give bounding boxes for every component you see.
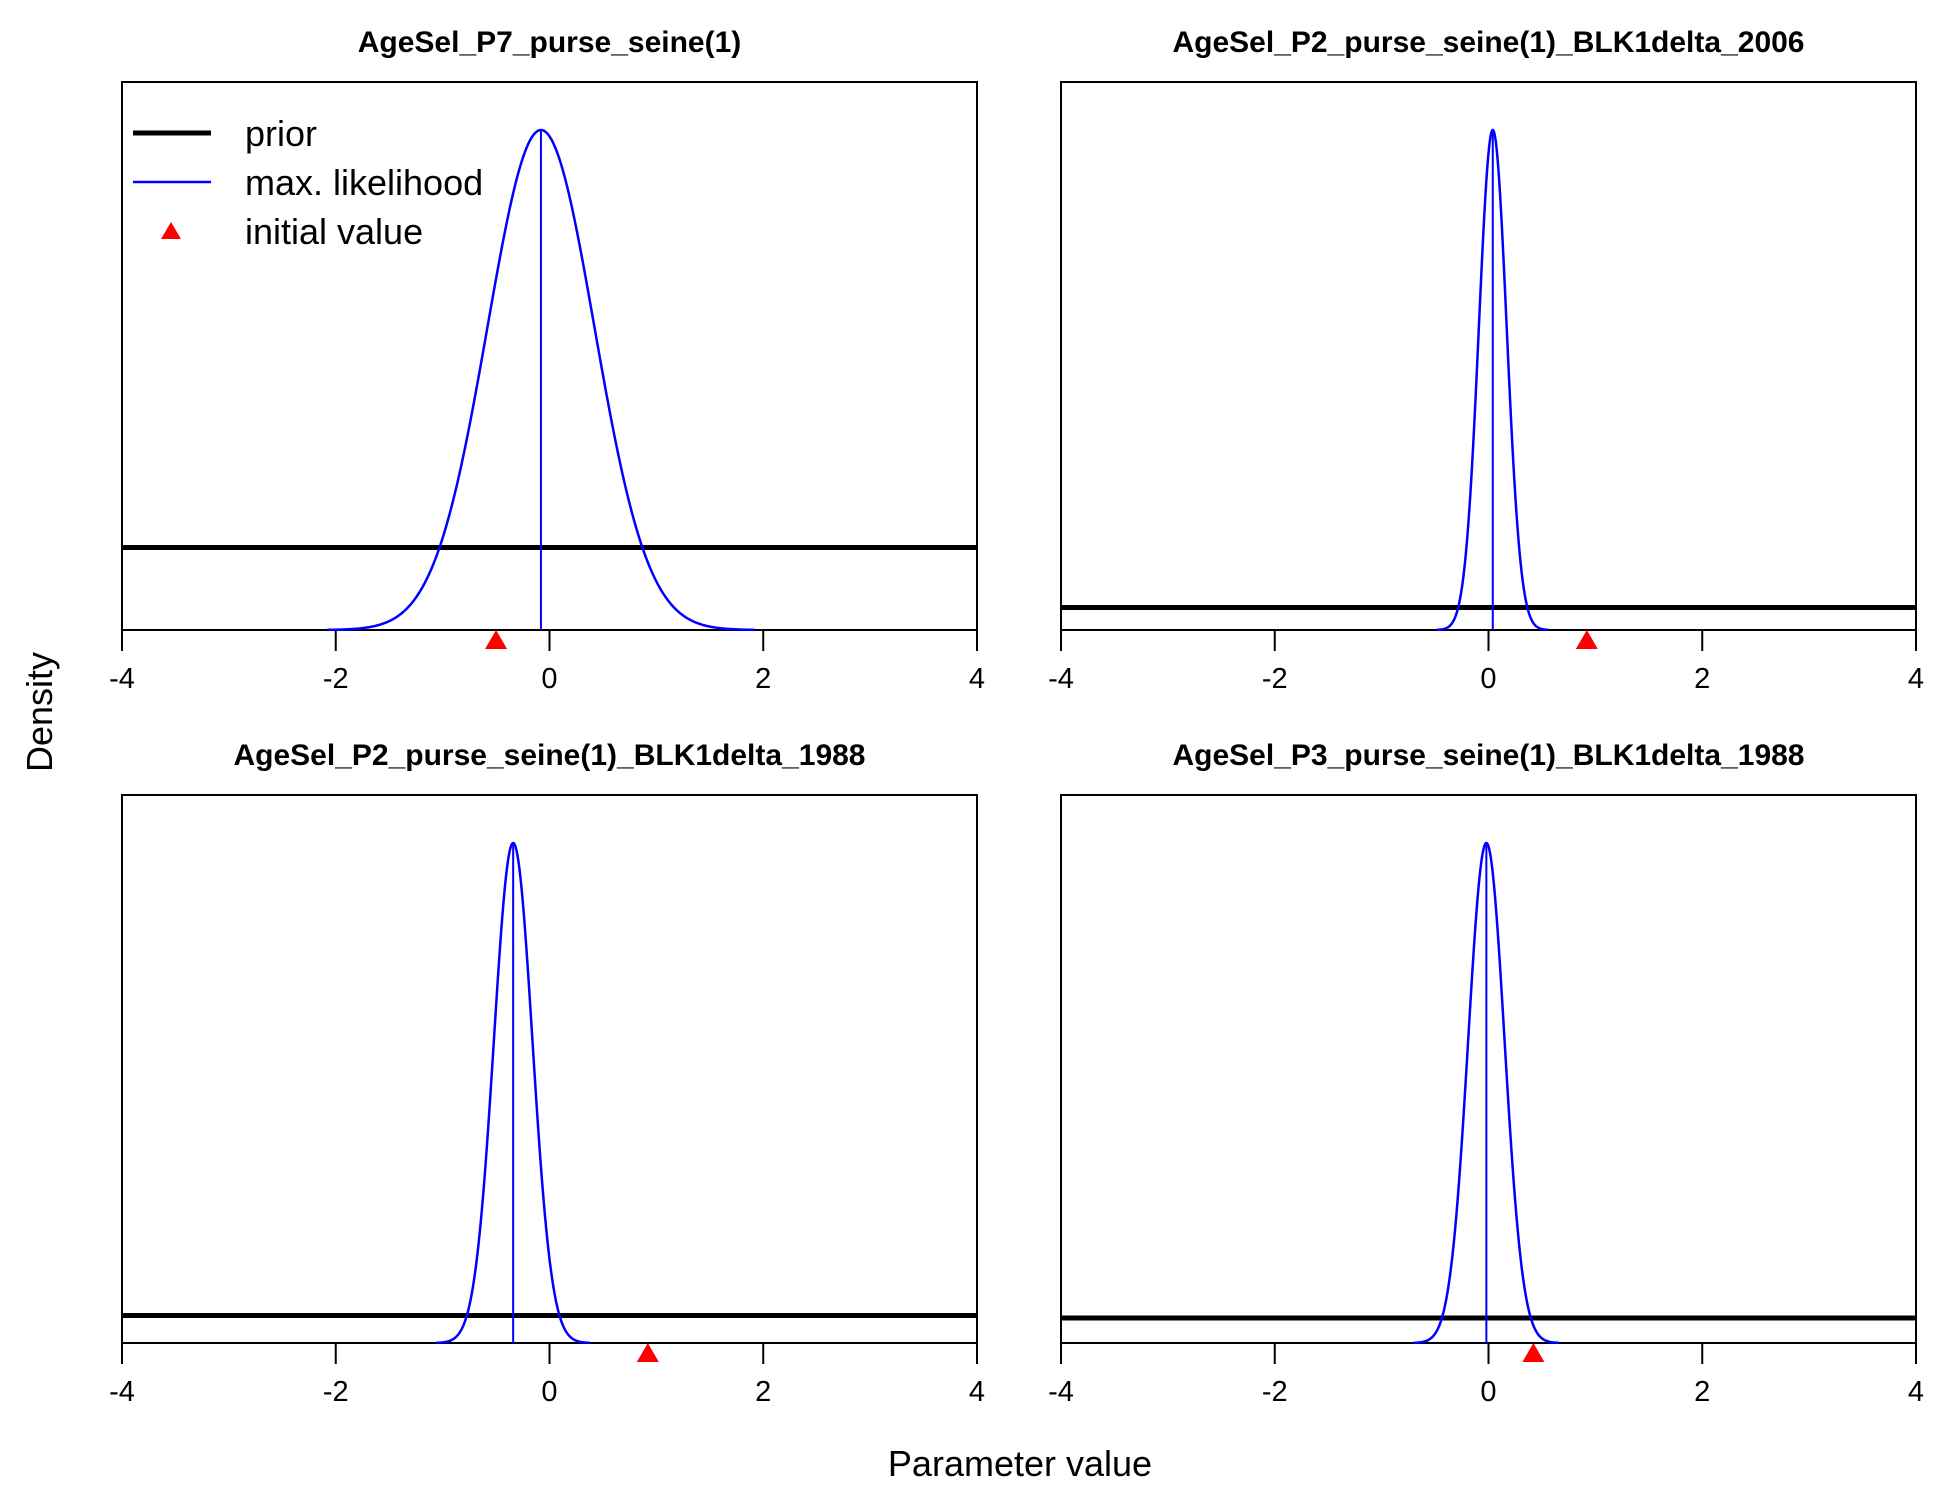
legend-item: initial value — [161, 211, 423, 252]
panel-3: AgeSel_P2_purse_seine(1)_BLK1delta_1988 -… — [109, 739, 985, 1408]
x-tick-label: 4 — [1908, 1376, 1924, 1408]
x-tick-label: -4 — [109, 663, 135, 695]
x-tick-label: -2 — [323, 1376, 349, 1408]
initial-value-marker — [485, 630, 508, 649]
initial-value-marker — [636, 1343, 659, 1362]
legend-swatch — [161, 222, 181, 239]
panel-4: AgeSel_P3_purse_seine(1)_BLK1delta_1988 -… — [1048, 739, 1924, 1408]
x-tick-label: 4 — [969, 663, 985, 695]
x-tick-label: 4 — [1908, 663, 1924, 695]
x-tick-label: 2 — [755, 1376, 771, 1408]
panel-title: AgeSel_P7_purse_seine(1) — [358, 26, 742, 59]
panel-title: AgeSel_P2_purse_seine(1)_BLK1delta_2006 — [1173, 26, 1805, 59]
panel-2: AgeSel_P2_purse_seine(1)_BLK1delta_2006 -… — [1048, 26, 1924, 695]
panel-title: AgeSel_P3_purse_seine(1)_BLK1delta_1988 — [1173, 739, 1805, 772]
x-tick-label: 2 — [1694, 1376, 1710, 1408]
x-tick-label: -2 — [1262, 1376, 1288, 1408]
x-tick-label: 2 — [755, 663, 771, 695]
legend-label: initial value — [245, 211, 423, 252]
legend-label: max. likelihood — [245, 162, 483, 203]
panel-title: AgeSel_P2_purse_seine(1)_BLK1delta_1988 — [234, 739, 866, 772]
x-tick-label: 0 — [541, 1376, 557, 1408]
legend-label: prior — [245, 113, 317, 154]
x-tick-label: 0 — [1480, 1376, 1496, 1408]
panel-1: AgeSel_P7_purse_seine(1) -4 -2 0 2 4 — [109, 26, 985, 695]
initial-value-marker — [1522, 1343, 1545, 1362]
x-tick-label: 2 — [1694, 663, 1710, 695]
x-tick-label: -4 — [1048, 663, 1074, 695]
legend: prior max. likelihood initial value — [133, 113, 483, 252]
x-tick-label: -4 — [109, 1376, 135, 1408]
legend-item: max. likelihood — [133, 162, 483, 203]
x-tick-label: 0 — [541, 663, 557, 695]
x-axis-label: Parameter value — [888, 1443, 1152, 1484]
initial-value-marker — [1575, 630, 1598, 649]
x-tick-label: 0 — [1480, 663, 1496, 695]
y-axis-label: Density — [19, 652, 60, 772]
x-tick-label: 4 — [969, 1376, 985, 1408]
x-tick-label: -4 — [1048, 1376, 1074, 1408]
x-tick-label: -2 — [1262, 663, 1288, 695]
legend-item: prior — [133, 113, 317, 154]
x-tick-label: -2 — [323, 663, 349, 695]
plot-frame — [1060, 794, 1917, 1344]
panels: AgeSel_P7_purse_seine(1)-4 -2 0 2 4AgeSel_P2… — [109, 26, 1924, 1408]
